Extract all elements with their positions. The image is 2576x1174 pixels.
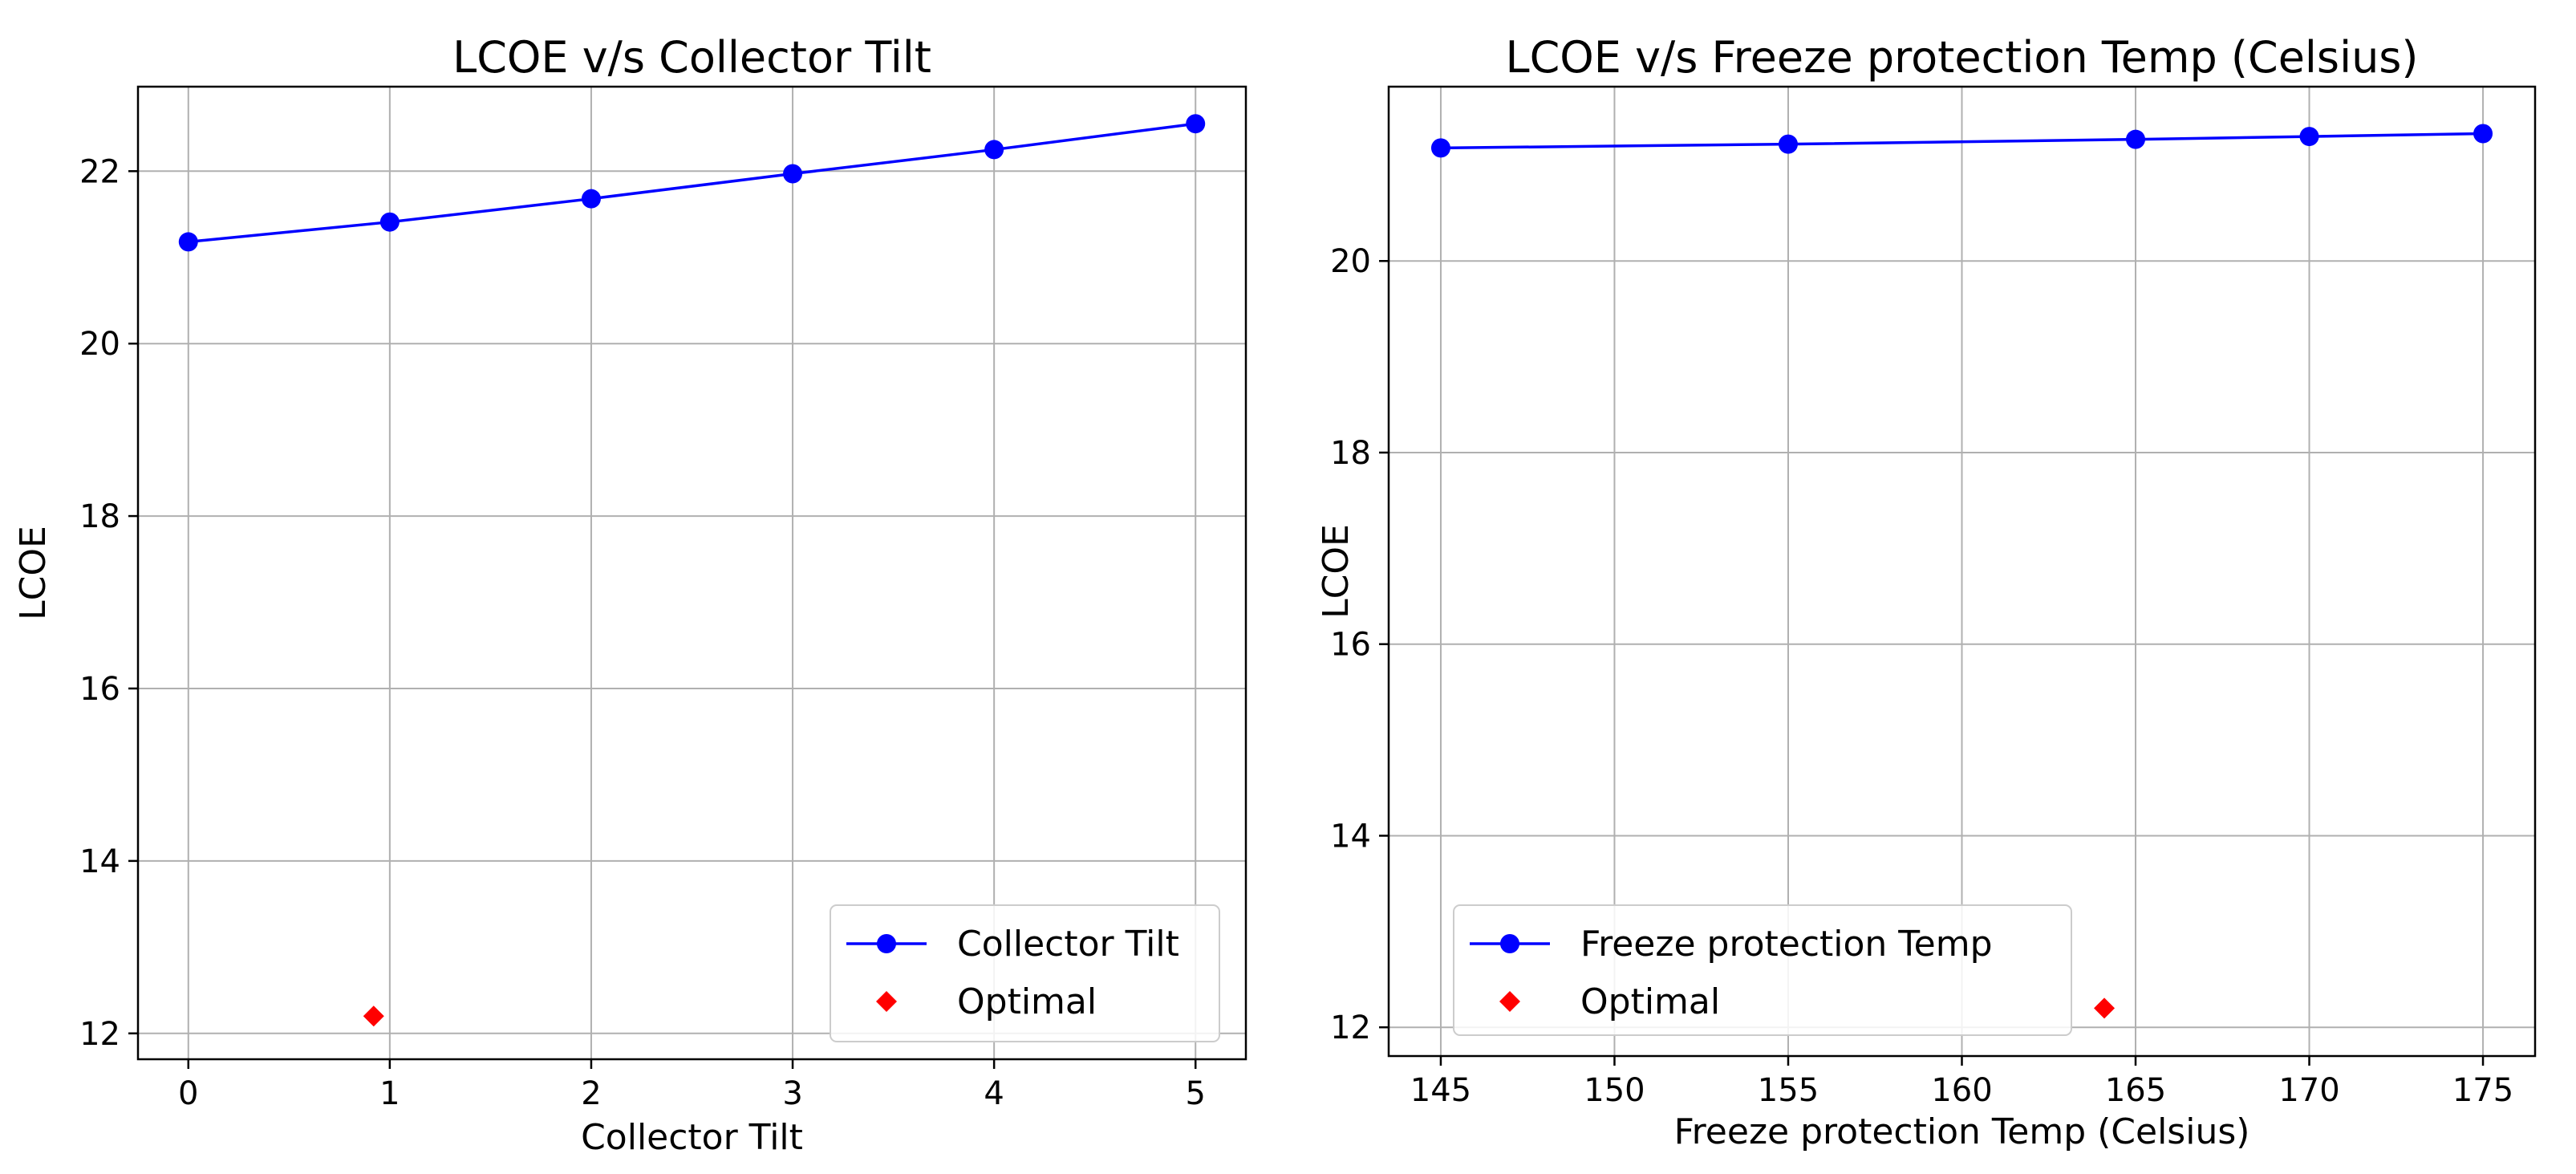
y-tick-label: 16: [79, 671, 120, 708]
data-point: [1430, 138, 1450, 158]
data-point: [379, 212, 400, 232]
y-tick-label: 20: [79, 326, 120, 363]
x-tick-label: 2: [581, 1075, 601, 1112]
chart-title: LCOE v/s Freeze protection Temp (Celsius…: [1505, 32, 2418, 83]
x-tick-label: 145: [1410, 1072, 1471, 1109]
x-tick-label: 0: [178, 1075, 198, 1112]
legend-box: [830, 904, 1220, 1042]
series-freeze-protection-temp: [1430, 124, 2493, 158]
legend: Freeze protection Temp Optimal: [1453, 904, 2072, 1036]
legend-label: Optimal: [957, 981, 1097, 1022]
plot-frame: [136, 85, 1247, 1061]
data-point: [2473, 124, 2493, 144]
data-point: [2126, 129, 2146, 149]
data-point: [783, 164, 803, 184]
data-point: [2299, 127, 2319, 147]
x-axis-label: Collector Tilt: [581, 1117, 803, 1158]
legend-marker-swatch: [1500, 934, 1519, 953]
data-point: [1186, 114, 1206, 134]
x-tick-label: 5: [1186, 1075, 1206, 1112]
y-tick-label: 12: [79, 1016, 120, 1053]
x-axis-label: Freeze protection Temp (Celsius): [1674, 1111, 2250, 1152]
data-point: [1778, 134, 1798, 154]
legend-marker-swatch: [876, 991, 897, 1012]
y-tick-label: 14: [1330, 818, 1371, 855]
x-tick-label: 1: [379, 1075, 400, 1112]
series-line: [188, 122, 1196, 244]
chart-title: LCOE v/s Collector Tilt: [452, 32, 931, 83]
y-tick-label: 18: [1330, 435, 1371, 472]
x-tick-label: 4: [984, 1075, 1004, 1112]
y-tick-label: 22: [79, 153, 120, 190]
series-optimal: [363, 1005, 384, 1027]
series-collector-tilt: [178, 114, 1206, 252]
optimal-point: [363, 1005, 384, 1027]
x-tick-label: 160: [1931, 1072, 1992, 1109]
y-axis-label: LCOE: [13, 526, 54, 620]
x-tick-label: 150: [1584, 1072, 1645, 1109]
series-optimal: [2094, 997, 2116, 1019]
x-tick-label: 170: [2278, 1072, 2339, 1109]
chart-freeze-protection-temp: 145 150 155 160 165 170 175 12 14 16 18 20 LCOE v/s …: [1316, 32, 2537, 1152]
legend-label: Optimal: [1580, 981, 1720, 1022]
legend-marker-swatch: [877, 934, 896, 953]
data-point: [581, 189, 601, 209]
y-axis-label: LCOE: [1316, 524, 1357, 619]
legend-label: Collector Tilt: [957, 924, 1179, 965]
legend-label: Freeze protection Temp: [1580, 924, 1993, 965]
y-tick-label: 20: [1330, 243, 1371, 280]
legend-box: [1453, 904, 2072, 1036]
x-tick-label: 175: [2452, 1072, 2513, 1109]
y-tick-label: 14: [79, 843, 120, 880]
optimal-point: [2094, 997, 2116, 1019]
x-tick-label: 155: [1758, 1072, 1819, 1109]
y-tick-label: 16: [1330, 627, 1371, 664]
data-point: [984, 140, 1004, 160]
x-tick-label: 165: [2105, 1072, 2166, 1109]
data-point: [178, 232, 198, 252]
x-tick-label: 3: [782, 1075, 802, 1112]
y-tick-label: 18: [79, 498, 120, 535]
legend-marker-swatch: [1499, 991, 1520, 1012]
y-tick-label: 12: [1330, 1009, 1371, 1046]
legend: Collector Tilt Optimal: [830, 904, 1220, 1042]
